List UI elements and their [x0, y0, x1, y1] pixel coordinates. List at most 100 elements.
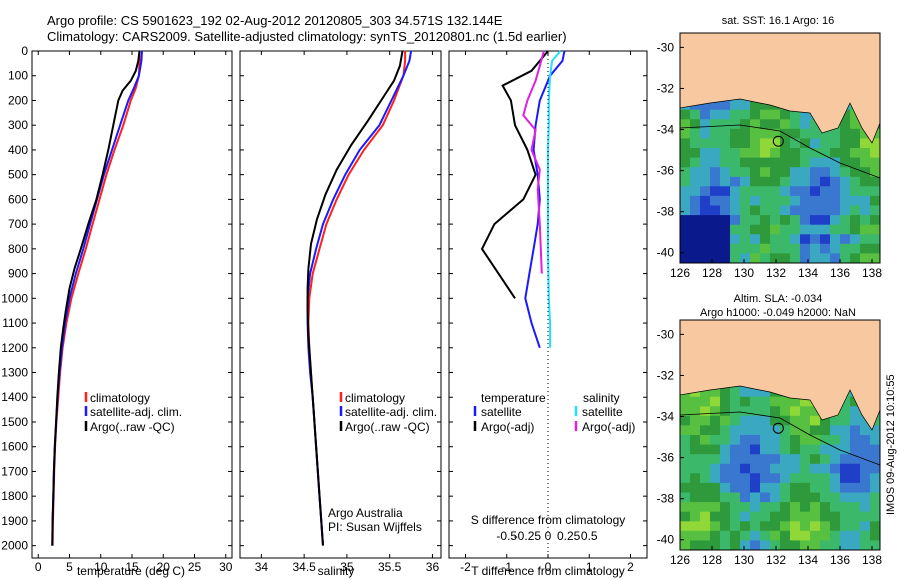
ocean-cell [820, 530, 831, 541]
ocean-cell [690, 425, 701, 436]
sal-legend-climatology: climatology [345, 391, 405, 405]
ocean-cell [690, 521, 701, 532]
sst-map: 126 128 130 132 134 136 138 -30 -32 -34 -36 -38 -40 [657, 32, 882, 280]
ocean-cell [830, 425, 841, 436]
ocean-cell [720, 243, 731, 254]
ocean-cell [840, 157, 851, 168]
ocean-cell [750, 530, 761, 541]
ocean-cell [760, 215, 771, 226]
ocean-cell [770, 119, 781, 130]
sal-note-1: Argo Australia [328, 506, 403, 520]
ocean-cell [690, 540, 701, 551]
ocean-cell [750, 186, 761, 197]
ocean-cell [710, 100, 721, 111]
ocean-cell [720, 473, 731, 484]
ocean-cell [810, 530, 821, 541]
ocean-cell [730, 195, 741, 206]
ocean-cell [810, 186, 821, 197]
map-x-tick-label: 130 [734, 553, 754, 567]
ocean-cell [790, 157, 801, 168]
y-tick-label: 1400 [1, 390, 28, 404]
ocean-cell [770, 492, 781, 503]
ocean-cell [860, 243, 871, 254]
map-y-tick-label: -36 [657, 451, 675, 465]
ocean-cell [810, 234, 821, 245]
ocean-cell [830, 435, 841, 446]
ocean-cell [870, 463, 881, 474]
x-tick-label: 0 [545, 560, 552, 574]
ocean-cell [870, 425, 881, 436]
ocean-cell [810, 425, 821, 436]
ocean-cell [790, 530, 801, 541]
ocean-cell [690, 195, 701, 206]
ocean-cell [800, 406, 811, 417]
ocean-cell [760, 234, 771, 245]
ocean-cell [850, 415, 861, 426]
ocean-cell [680, 530, 691, 541]
ocean-cell [850, 224, 861, 235]
map-y-tick-label: -34 [657, 123, 675, 137]
ocean-cell [720, 253, 731, 264]
ocean-cell [850, 406, 861, 417]
ocean-cell [740, 492, 751, 503]
ocean-cell [740, 243, 751, 254]
ocean-cell [690, 157, 701, 168]
ocean-cell [740, 128, 751, 139]
ocean-cell [720, 148, 731, 159]
ocean-cell [800, 157, 811, 168]
ocean-cell [810, 119, 821, 130]
ocean-cell [730, 444, 741, 455]
ocean-cell [680, 215, 691, 226]
ocean-cell [770, 396, 781, 407]
map-frame [679, 32, 881, 264]
ocean-cell [850, 454, 861, 465]
ocean-cell [700, 482, 711, 493]
ocean-cell [840, 521, 851, 532]
ocean-cell [870, 444, 881, 455]
ocean-cell [820, 425, 831, 436]
ocean-cell [780, 205, 791, 216]
ocean-cell [740, 176, 751, 187]
ocean-cell [760, 444, 771, 455]
ocean-cell [800, 492, 811, 503]
ocean-cell [850, 109, 861, 120]
title-line-1: Argo profile: CS 5901623_192 02-Aug-2012… [47, 13, 503, 28]
ocean-cell [730, 100, 741, 111]
ocean-cell [820, 511, 831, 522]
ocean-cell [870, 234, 881, 245]
ocean-cell [710, 138, 721, 149]
ocean-cell [770, 454, 781, 465]
ocean-cell [680, 540, 691, 551]
ocean-cell [700, 215, 711, 226]
ocean-cell [710, 511, 721, 522]
ocean-cell [800, 511, 811, 522]
ocean-cell [710, 425, 721, 436]
ocean-cell [790, 511, 801, 522]
ocean-cell [700, 473, 711, 484]
ocean-cell [790, 454, 801, 465]
ocean-cell [870, 530, 881, 541]
ocean-cell [780, 148, 791, 159]
ocean-cell [720, 157, 731, 168]
x-tick-label: -2 [460, 560, 471, 574]
ocean-cell [840, 167, 851, 178]
ocean-cell [690, 243, 701, 254]
map-x-tick-label: 132 [766, 266, 786, 280]
ocean-cell [770, 425, 781, 436]
temp-legend-satellite: satellite-adj. clim. [90, 405, 182, 419]
ocean-cell [800, 482, 811, 493]
ocean-cell [760, 109, 771, 120]
ocean-cell [740, 253, 751, 264]
ocean-cell [790, 253, 801, 264]
map-frame [679, 319, 881, 551]
ocean-cell [710, 195, 721, 206]
series-line-salinity-satellite [547, 50, 562, 348]
ocean-cell [830, 540, 841, 551]
ocean-cell [820, 521, 831, 532]
ocean-cell [690, 463, 701, 474]
ocean-cell [760, 463, 771, 474]
ocean-cell [680, 119, 691, 130]
y-tick-label: 1100 [2, 316, 28, 330]
difference-panel: -2 -1 0 1 2-0.5-0.25 0 0.25 0.5 [448, 50, 648, 574]
ocean-cell [720, 138, 731, 149]
